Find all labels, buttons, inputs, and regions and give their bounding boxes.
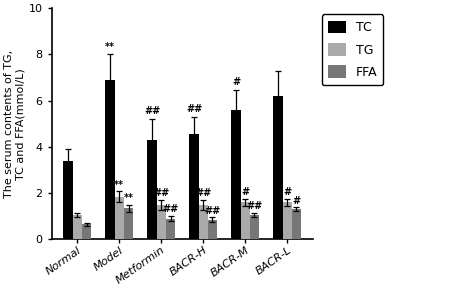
Bar	[208, 220, 217, 239]
Text: #: #	[283, 187, 292, 197]
Bar	[231, 110, 241, 239]
Legend: TC, TG, FFA: TC, TG, FFA	[322, 14, 383, 85]
Bar	[190, 134, 199, 239]
Y-axis label: The serum contents of TG,
TC and FFA(mmol/L): The serum contents of TG, TC and FFA(mmo…	[4, 50, 26, 198]
Text: ##: ##	[163, 204, 179, 214]
Text: ##: ##	[186, 104, 202, 114]
Text: #: #	[292, 195, 301, 206]
Bar	[283, 202, 292, 239]
Text: ##: ##	[153, 188, 169, 198]
Text: **: **	[124, 193, 134, 203]
Text: ##: ##	[195, 188, 211, 198]
Text: ##: ##	[246, 201, 263, 211]
Text: **: **	[114, 180, 124, 190]
Bar	[147, 140, 157, 239]
Text: ##: ##	[144, 106, 160, 116]
Bar	[157, 205, 166, 239]
Bar	[292, 209, 301, 239]
Text: **: **	[105, 42, 115, 52]
Bar	[73, 215, 82, 239]
Text: #: #	[232, 77, 240, 88]
Bar	[166, 219, 175, 239]
Bar	[64, 161, 73, 239]
Text: #: #	[241, 187, 249, 197]
Bar	[82, 224, 91, 239]
Text: ##: ##	[204, 206, 220, 215]
Bar	[241, 202, 250, 239]
Bar	[105, 80, 115, 239]
Bar	[199, 205, 208, 239]
Bar	[115, 197, 124, 239]
Bar	[273, 96, 283, 239]
Bar	[124, 208, 133, 239]
Bar	[250, 215, 259, 239]
